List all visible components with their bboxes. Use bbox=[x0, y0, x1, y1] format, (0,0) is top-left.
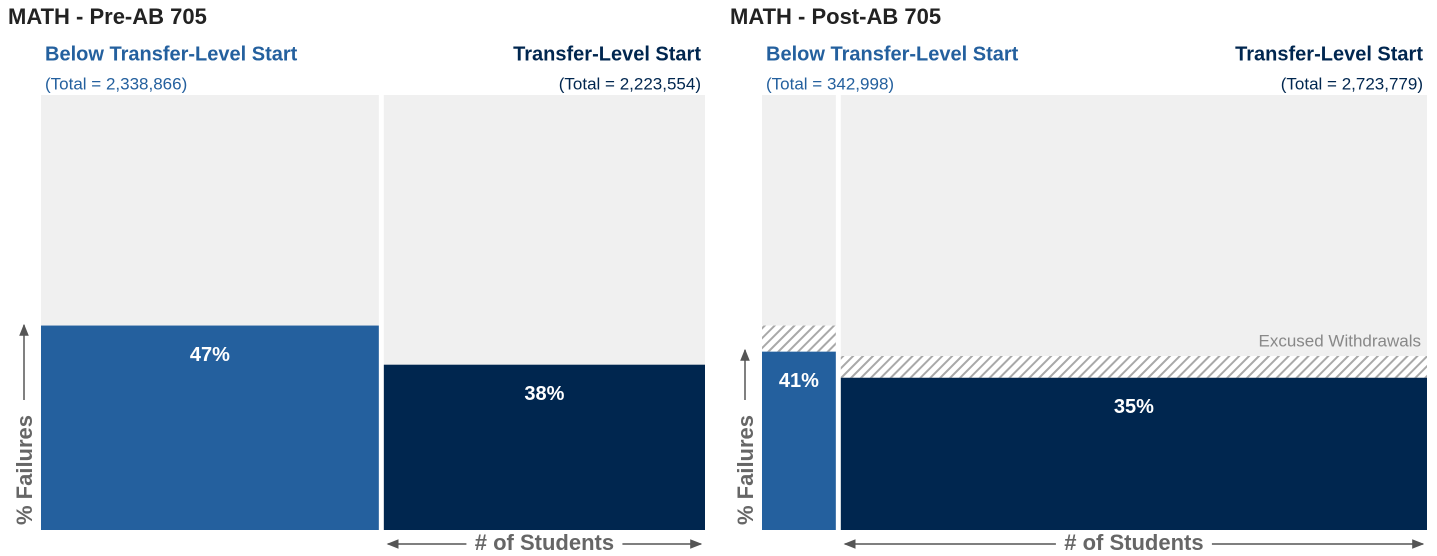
y-axis-label: % Failures bbox=[12, 415, 37, 525]
failure-label: 41% bbox=[779, 370, 819, 392]
chart-title: MATH - Pre-AB 705 bbox=[8, 4, 207, 29]
failure-bar bbox=[383, 364, 705, 530]
failure-bar bbox=[840, 377, 1427, 530]
withdrawal-band bbox=[762, 325, 836, 352]
series-name: Below Transfer-Level Start bbox=[45, 43, 298, 65]
series-total: (Total = 2,723,779) bbox=[1281, 74, 1423, 93]
series-name: Transfer-Level Start bbox=[1235, 43, 1423, 65]
failure-label: 35% bbox=[1114, 396, 1154, 418]
series-total: (Total = 2,338,866) bbox=[45, 74, 187, 93]
failure-label: 38% bbox=[524, 383, 564, 405]
annotation: Excused Withdrawals bbox=[1258, 331, 1421, 350]
series-name: Below Transfer-Level Start bbox=[766, 43, 1019, 65]
failure-bar bbox=[41, 325, 379, 530]
y-axis-label: % Failures bbox=[733, 415, 758, 525]
failure-bar bbox=[762, 351, 836, 530]
withdrawal-band bbox=[840, 356, 1427, 378]
series-name: Transfer-Level Start bbox=[513, 43, 701, 65]
x-axis-label: # of Students bbox=[475, 530, 614, 555]
chart-title: MATH - Post-AB 705 bbox=[730, 4, 941, 29]
series-total: (Total = 342,998) bbox=[766, 74, 894, 93]
x-axis-label: # of Students bbox=[1064, 530, 1203, 555]
failure-label: 47% bbox=[190, 344, 230, 366]
series-total: (Total = 2,223,554) bbox=[559, 74, 701, 93]
